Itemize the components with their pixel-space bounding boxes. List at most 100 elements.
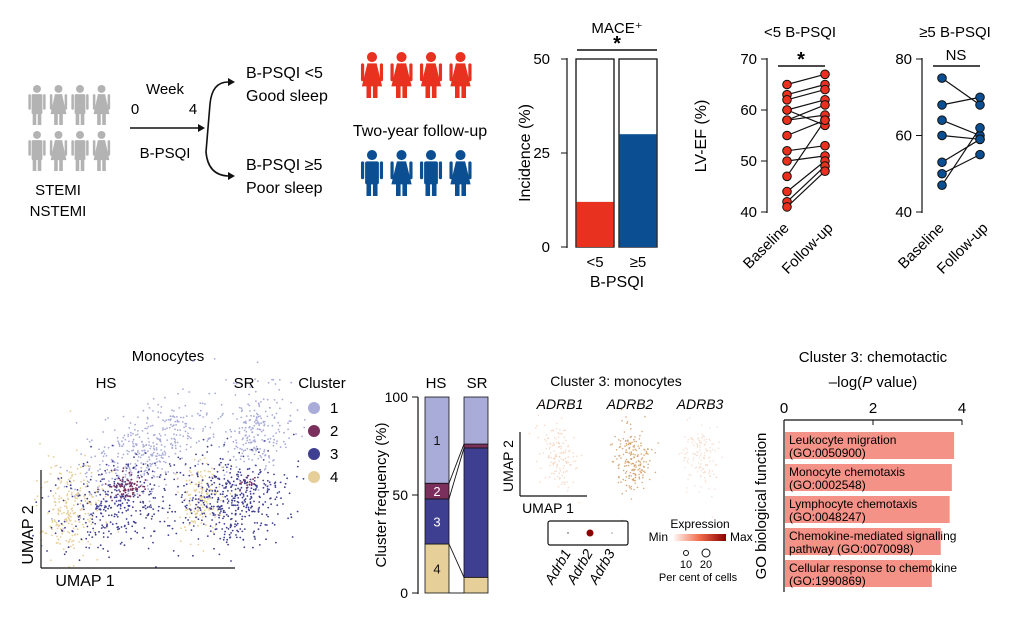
lvef-good-point-baseline-11 bbox=[782, 171, 792, 182]
freq-hs-segment-1 bbox=[424, 396, 450, 484]
mace-title: MACE⁺ bbox=[591, 20, 642, 37]
week-start: 0 bbox=[131, 101, 139, 118]
lvef-poor-pair-line-3 bbox=[941, 119, 981, 137]
lvef-good-pair-line-7 bbox=[786, 114, 826, 121]
adrb-expression-panel: Cluster 3: monocytes ADRB1 ADRB2 ADRB3 U… bbox=[500, 373, 753, 588]
lvef-poor-point-baseline-5 bbox=[937, 157, 947, 168]
lvef-good-point-baseline-10 bbox=[782, 156, 792, 166]
lvef-poor-ytick-40: 40 bbox=[895, 204, 912, 221]
mace-ylabel: Incidence (%) bbox=[517, 104, 534, 202]
lvef-good-ytick-70: 70 bbox=[740, 51, 757, 68]
freq-xtick-sr: SR bbox=[467, 375, 488, 392]
lvef-good-point-followup-14 bbox=[820, 166, 830, 176]
umap-panel-hs: HS bbox=[96, 375, 117, 392]
mace-ytick-50: 50 bbox=[533, 51, 550, 68]
legend-label-3: 3 bbox=[330, 446, 338, 463]
cohort-person-icon-4 bbox=[92, 85, 111, 125]
cohort-person-icon-5 bbox=[28, 131, 46, 171]
lvef-poor-point-followup-5 bbox=[975, 134, 985, 145]
lvef-good-ytick-50: 50 bbox=[740, 153, 757, 170]
lvef-poor-pairs bbox=[937, 73, 985, 191]
poor-group-desc: Poor sleep bbox=[246, 180, 323, 197]
lvef-good-pair-line-10 bbox=[786, 155, 826, 162]
good-sleep-person-icon-2 bbox=[390, 52, 413, 98]
week-label: Week bbox=[146, 81, 185, 98]
cohort-person-icon-2 bbox=[49, 85, 68, 125]
poor-sleep-person-icon-4 bbox=[449, 150, 472, 196]
go-xlabel: –log(P value) bbox=[829, 374, 917, 391]
go-bar-id-4: pathway (GO:0070098) bbox=[789, 542, 914, 556]
lvef-good-title: <5 B-PSQI bbox=[764, 24, 836, 41]
lvef-good-point-followup-3 bbox=[820, 84, 830, 95]
lvef-good-point-baseline-8 bbox=[782, 130, 792, 141]
lvef-good-point-baseline-7 bbox=[782, 115, 792, 125]
poor-sleep-person-icon-3 bbox=[419, 150, 443, 196]
lvef-good-pair-line-13 bbox=[786, 165, 826, 203]
go-ylabel: GO biological function bbox=[753, 433, 770, 580]
umap-hs-cluster-1 bbox=[40, 358, 235, 547]
lvef-good-point-baseline-14 bbox=[782, 202, 792, 212]
umap-sr-cluster-3 bbox=[139, 433, 305, 568]
poor-sleep-person-icon-2 bbox=[390, 150, 413, 196]
lvef-good-point-baseline-9 bbox=[782, 146, 792, 156]
lvef-poor-pair-line-6 bbox=[941, 154, 981, 175]
go-title: Cluster 3: chemotactic bbox=[799, 349, 948, 366]
lvef-poor-point-baseline-2 bbox=[937, 100, 947, 110]
lvef-poor-point-followup-2 bbox=[975, 92, 985, 103]
lvef-good-pair-line-11 bbox=[786, 119, 826, 177]
cohort-person-icon-7 bbox=[71, 131, 89, 171]
freq-segment-label-2: 2 bbox=[433, 484, 440, 499]
good-sleep-person-icons bbox=[360, 52, 472, 98]
cohort-label-nstemi: NSTEMI bbox=[30, 203, 87, 220]
follow-up-label: Two-year follow-up bbox=[353, 123, 487, 140]
expression-min: Min bbox=[649, 530, 668, 544]
lvef-poor-point-baseline-7 bbox=[937, 180, 947, 191]
umap-sr-cluster-4 bbox=[166, 457, 232, 552]
adrb-umap-3 bbox=[678, 417, 723, 518]
lvef-poor-ytick-60: 60 bbox=[895, 128, 912, 145]
lvef-poor-pair-line-1 bbox=[941, 77, 981, 106]
mace-xtick-ge5: ≥5 bbox=[630, 254, 647, 271]
adrb-xlabel: UMAP 1 bbox=[522, 500, 574, 516]
freq-segment-label-4: 4 bbox=[433, 562, 440, 577]
cohort-person-icon-6 bbox=[49, 131, 68, 171]
good-group-label: B-PSQI <5 bbox=[246, 65, 323, 82]
lvef-poor-point-baseline-6 bbox=[937, 168, 947, 179]
mace-chart: MACE⁺ * 50 25 0 Incidence (%) <5 ≥5 B-PS… bbox=[517, 20, 658, 291]
freq-sr-segment-1 bbox=[463, 396, 489, 445]
good-sleep-person-icon-4 bbox=[449, 52, 472, 98]
freq-hs-segment-3 bbox=[424, 498, 450, 545]
size-legend-20: 20 bbox=[700, 559, 712, 571]
go-bar-label-3: Lymphocyte chemotaxis bbox=[789, 497, 917, 511]
lvef-good-point-baseline-3 bbox=[782, 95, 792, 105]
freq-hs-segment-4 bbox=[424, 543, 450, 594]
lvef-good-pair-line-14 bbox=[786, 170, 826, 208]
dotplot-box bbox=[547, 520, 629, 546]
legend-swatch-3 bbox=[308, 448, 320, 460]
lvef-poor-point-followup-6 bbox=[975, 149, 985, 160]
mace-sig-label: * bbox=[613, 33, 621, 55]
go-bar-label-4: Chemokine-mediated signalling bbox=[789, 529, 956, 543]
cohort-person-icons bbox=[28, 85, 111, 171]
split-arrow-head-top bbox=[228, 78, 235, 86]
lvef-good-pair-line-8 bbox=[786, 119, 826, 137]
lvef-good-pair-line-4 bbox=[786, 99, 826, 111]
dotplot-dot-adrb2 bbox=[586, 529, 594, 537]
go-xlabel-italic: P bbox=[862, 374, 872, 391]
cluster-legend-title: Cluster bbox=[298, 375, 346, 392]
freq-ytick-100: 100 bbox=[385, 389, 409, 405]
lvef-good-point-baseline-12 bbox=[782, 186, 792, 197]
expression-colorbar bbox=[674, 534, 726, 541]
go-bar-label-2: Monocyte chemotaxis bbox=[789, 465, 905, 479]
mace-xlabel: B-PSQI bbox=[590, 274, 644, 291]
freq-ylabel: Cluster frequency (%) bbox=[373, 422, 390, 567]
adrb-gene-1: ADRB1 bbox=[536, 396, 584, 412]
lvef-good-point-followup-6 bbox=[820, 100, 830, 110]
go-xtick-0: 0 bbox=[780, 400, 788, 417]
go-bar-1 bbox=[785, 432, 955, 459]
go-bar-id-3: (GO:0048247) bbox=[789, 510, 866, 524]
freq-sr-segment-2 bbox=[463, 443, 489, 449]
